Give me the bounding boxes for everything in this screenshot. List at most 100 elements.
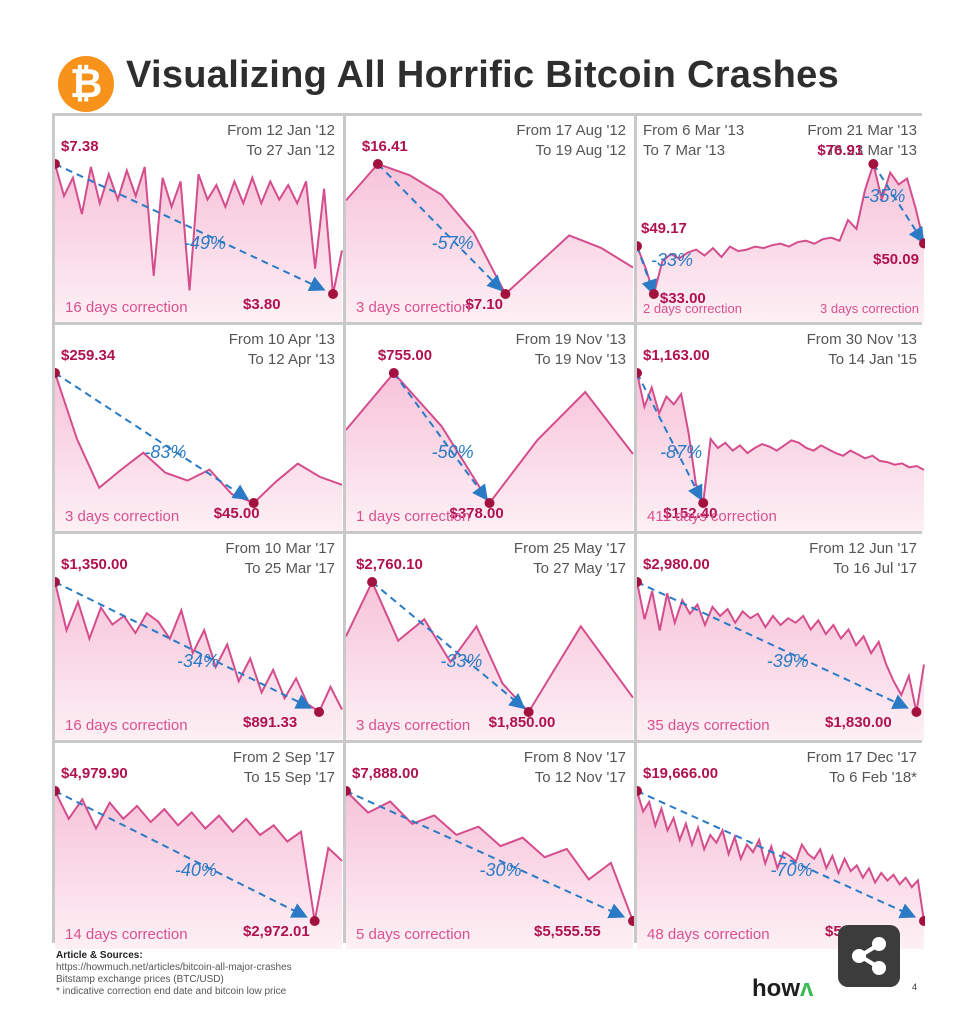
percent-change-label-2: -35% <box>863 186 906 206</box>
footer-note: * indicative correction end date and bit… <box>56 986 287 997</box>
low-point <box>328 289 339 299</box>
decline-arrow <box>55 372 250 500</box>
header: ₿ Visualizing All Horrific Bitcoin Crash… <box>0 40 974 120</box>
crash-panel: $7.38 $3.80 -49% From 12 Jan '12 To 27 Jan '… <box>55 116 343 322</box>
from-date: From 19 Nov '13 <box>515 331 626 348</box>
duration-label-2: 3 days correction <box>820 301 919 316</box>
decline-arrow <box>637 245 657 296</box>
duration-label: 3 days correction <box>65 508 180 525</box>
percent-change-label: -33% <box>651 250 694 271</box>
share-button[interactable] <box>838 925 900 987</box>
price-chart <box>55 368 343 531</box>
from-date: From 10 Apr '13 <box>228 331 335 348</box>
start-price-label: $7.38 <box>61 138 99 155</box>
crash-panel: $2,980.00 $1,830.00 -39% From 12 Jun '17 To … <box>637 534 925 740</box>
price-line <box>55 581 343 714</box>
peak-point <box>55 159 60 169</box>
decline-arrow <box>393 372 489 502</box>
page-number: 4 <box>912 982 918 992</box>
start-price-label: $19,666.00 <box>643 765 719 782</box>
from-date: From 12 Jan '12 <box>227 122 335 139</box>
price-line <box>637 372 925 504</box>
low-point <box>248 498 259 508</box>
decline-arrow <box>371 581 526 710</box>
peak-point <box>868 159 879 169</box>
peak-point <box>637 368 642 378</box>
start-price-label: $1,350.00 <box>61 556 128 573</box>
start-price-label: $2,980.00 <box>643 556 710 573</box>
peak-point <box>637 577 642 587</box>
price-chart <box>346 786 634 949</box>
low-point <box>919 238 925 249</box>
to-date: To 19 Aug '12 <box>535 142 626 159</box>
peak-point <box>346 786 351 796</box>
footer-source-url: https://howmuch.net/articles/bitcoin-all… <box>56 962 292 973</box>
low-point <box>911 707 922 717</box>
end-price-label: $2,972.01 <box>243 923 310 940</box>
from-date: From 17 Aug '12 <box>516 122 626 139</box>
to-date: To 15 Sep '17 <box>243 769 335 786</box>
start-price-label: $7,888.00 <box>352 765 419 782</box>
start-price-label: $1,163.00 <box>643 347 710 364</box>
low-point <box>500 289 511 299</box>
peak-point <box>55 368 60 378</box>
duration-label: 411 days correction <box>647 508 777 525</box>
price-area <box>55 164 342 322</box>
crash-panel: From 6 Mar '13 To 7 Mar '13 From 21 Mar '1… <box>637 116 925 322</box>
peak-point <box>637 786 642 796</box>
footer-sources: Article & Sources: https://howmuch.net/a… <box>56 950 656 998</box>
end-price-label: $891.33 <box>243 714 298 731</box>
decline-arrow <box>637 581 909 709</box>
percent-change-label: -34% <box>177 651 220 671</box>
low-point <box>309 916 320 926</box>
end-price-label: $5,555.55 <box>534 923 601 940</box>
from-date: From 17 Dec '17 <box>806 749 917 766</box>
percent-change-label: -40% <box>174 860 217 880</box>
percent-change-label: -49% <box>184 233 227 253</box>
to-date: To 16 Jul '17 <box>833 560 917 577</box>
price-line <box>346 790 634 922</box>
from-date: From 30 Nov '13 <box>806 331 917 348</box>
to-date: To 25 Mar '17 <box>244 560 335 577</box>
price-line <box>346 162 634 296</box>
low-point <box>919 916 925 926</box>
start-price-label: $259.34 <box>61 347 116 364</box>
peak-point <box>372 159 383 169</box>
low-point <box>698 498 709 508</box>
from-date: From 6 Mar '13 <box>643 122 745 139</box>
start-price-label: $755.00 <box>377 347 433 364</box>
peak-point <box>637 241 642 252</box>
crash-panel: $1,163.00 $152.40 -87% From 30 Nov '13 To 14… <box>637 325 925 531</box>
page-title: Visualizing All Horrific Bitcoin Crashes <box>126 54 840 96</box>
duration-label: 16 days correction <box>65 299 188 316</box>
start-price-label: $49.17 <box>641 220 687 238</box>
price-area <box>346 164 633 322</box>
percent-change-label: -70% <box>770 860 813 880</box>
duration-label: 5 days correction <box>356 926 471 943</box>
price-area <box>637 164 924 322</box>
decline-arrow <box>55 163 326 291</box>
crash-panel: $1,350.00 $891.33 -34% From 10 Mar '17 To 25… <box>55 534 343 740</box>
from-date: From 12 Jun '17 <box>809 540 917 557</box>
price-chart <box>55 577 343 740</box>
price-area <box>346 791 633 949</box>
start-price-label-2: $76.91 <box>817 142 864 159</box>
end-price-label: $1,830.00 <box>825 714 892 731</box>
percent-change-label: -30% <box>479 860 522 880</box>
peak-point <box>388 368 399 378</box>
crash-panel: $19,666.00$5,920.00-70%From 17 Dec '17To… <box>637 743 925 949</box>
crash-panel: $16.41 $7.10 -57% From 17 Aug '12 To 19 Aug … <box>346 116 634 322</box>
price-chart <box>346 577 634 740</box>
percent-change-label: -33% <box>440 651 483 671</box>
price-chart <box>346 159 634 322</box>
bitcoin-icon: ₿ <box>58 56 114 112</box>
start-price-label: $2,760.10 <box>356 556 423 573</box>
duration-label: 48 days correction <box>647 926 770 943</box>
price-line <box>55 163 343 295</box>
low-point <box>523 707 534 717</box>
to-date: To 6 Feb '18* <box>829 769 917 786</box>
from-date: From 8 Nov '17 <box>523 749 626 766</box>
percent-change-label: -50% <box>431 442 474 462</box>
price-line <box>55 372 343 505</box>
low-point <box>314 707 325 717</box>
